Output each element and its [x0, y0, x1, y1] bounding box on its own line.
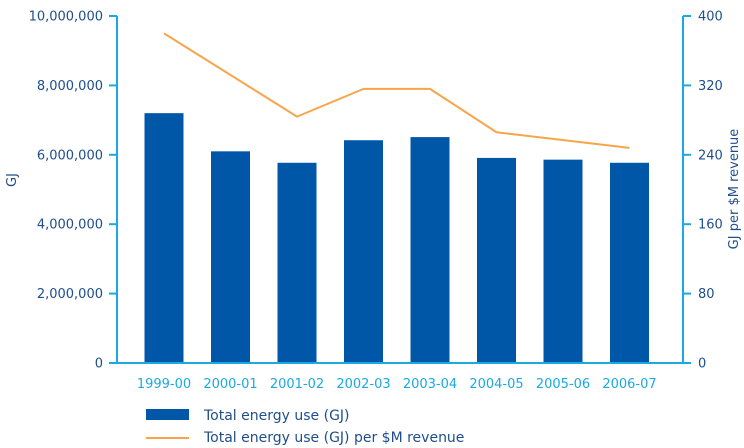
bar-2006-07	[610, 162, 649, 363]
left-tick-label: 8,000,000	[37, 79, 103, 94]
x-tick-label: 2005-06	[536, 377, 590, 392]
bar-1999-00	[144, 113, 184, 363]
bars-layer	[144, 113, 649, 363]
x-tick-label: 2000-01	[203, 377, 257, 392]
x-tick-label: 2001-02	[270, 377, 324, 392]
x-tick-label: 2004-05	[469, 377, 523, 392]
right-tick-label: 80	[698, 287, 715, 302]
right-axis-title: GJ per $M revenue	[727, 129, 742, 250]
axes-layer	[116, 16, 684, 364]
x-tick-label: 2006-07	[602, 377, 656, 392]
right-tick-label: 400	[698, 10, 723, 25]
line-layer	[163, 32, 630, 149]
left-axis-title: GJ	[5, 173, 20, 187]
bar-2003-04	[410, 137, 450, 363]
left-tick-label: 2,000,000	[37, 287, 103, 302]
right-tick-label: 320	[698, 79, 723, 94]
left-tick-label: 0	[95, 357, 103, 372]
x-tick-label: 2003-04	[403, 377, 457, 392]
legend-layer: Total energy use (GJ) Total energy use (G…	[146, 408, 464, 446]
x-tick-label: 2002-03	[336, 377, 390, 392]
x-tick-label: 1999-00	[137, 377, 191, 392]
bar-2004-05	[477, 157, 516, 363]
left-tick-label: 10,000,000	[29, 10, 103, 25]
bar-2001-02	[277, 162, 317, 363]
right-tick-label: 160	[698, 218, 723, 233]
bar-2002-03	[344, 140, 383, 363]
left-tick-label: 6,000,000	[37, 148, 103, 163]
bar-2005-06	[543, 159, 583, 363]
ticks-layer: 0 2,000,000 4,000,000 6,000,000 8,000,000 10,…	[5, 10, 742, 393]
bar-2000-01	[211, 151, 250, 363]
legend-label-line: Total energy use (GJ) per $M revenue	[203, 430, 464, 446]
legend-bar-swatch	[146, 409, 189, 420]
legend-label-bar: Total energy use (GJ)	[203, 408, 350, 424]
left-tick-label: 4,000,000	[37, 218, 103, 233]
right-tick-label: 240	[698, 148, 723, 163]
line-series-energy-per-revenue	[163, 32, 630, 149]
right-tick-label: 0	[698, 357, 706, 372]
